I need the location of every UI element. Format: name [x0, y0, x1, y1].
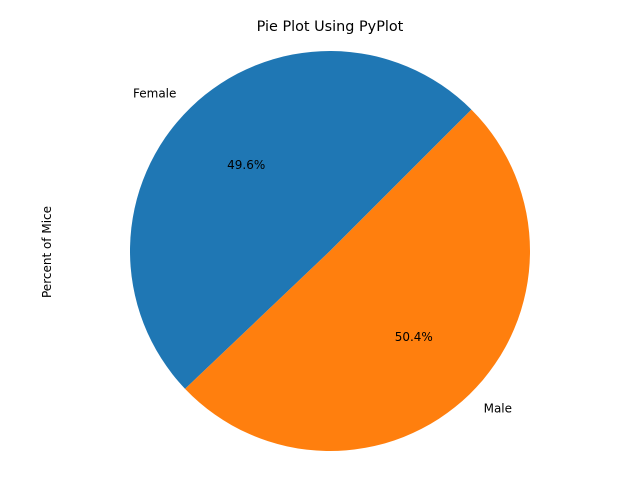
pie-labels: Female 49.6% Male 50.4% [133, 86, 512, 415]
pie-slices [130, 51, 531, 452]
y-axis-label: Percent of Mice [40, 206, 54, 298]
pie-slice-male [185, 109, 531, 452]
slice-label-female: Female [133, 86, 176, 100]
pie-slice-female [130, 51, 472, 389]
percent-label-female: 49.6% [227, 158, 265, 172]
chart-title: Pie Plot Using PyPlot [257, 19, 404, 35]
slice-label-male: Male [484, 402, 512, 416]
percent-label-male: 50.4% [395, 330, 433, 344]
